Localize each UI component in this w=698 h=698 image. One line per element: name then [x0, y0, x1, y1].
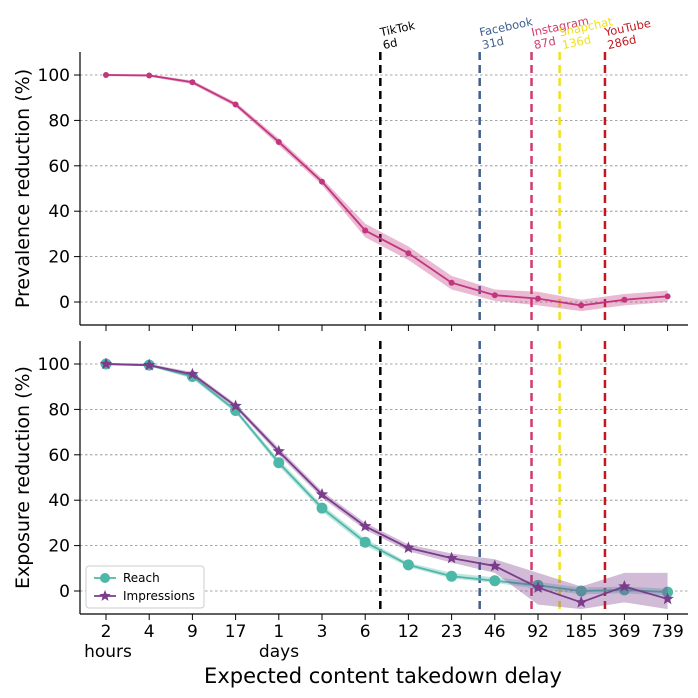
y-tick-label: 100 — [38, 66, 70, 86]
x-tick-label: 185 — [565, 622, 597, 642]
data-point — [445, 551, 458, 564]
y-tick-label: 40 — [48, 202, 70, 222]
data-point — [275, 138, 282, 145]
x-unit-label-hours: hours — [84, 642, 132, 662]
data-point — [489, 575, 501, 587]
x-tick-label: 1 — [273, 622, 284, 642]
data-point — [405, 250, 412, 257]
data-point — [273, 457, 285, 469]
confidence-band-prevalence — [106, 73, 668, 312]
data-point — [535, 295, 541, 302]
data-point — [448, 279, 455, 286]
data-point — [575, 595, 588, 608]
series-line-prevalence — [105, 74, 668, 307]
x-tick-label: 17 — [225, 622, 247, 642]
y-tick-label: 80 — [48, 111, 70, 131]
data-point — [146, 72, 153, 79]
data-point — [402, 541, 415, 554]
data-point — [575, 585, 587, 597]
legend-star-marker — [99, 590, 111, 601]
platform-name: TikTok — [378, 18, 417, 39]
x-tick-label: 369 — [608, 622, 640, 642]
data-point — [272, 444, 285, 457]
legend: Reach Impressions — [85, 565, 205, 609]
x-tick-label: 4 — [144, 622, 155, 642]
confidence-band-reach — [106, 362, 668, 596]
y-tick-label: 80 — [48, 400, 70, 420]
data-point — [362, 227, 369, 234]
x-tick-label: 739 — [651, 622, 683, 642]
data-point — [664, 293, 671, 300]
data-point — [488, 559, 501, 572]
prevalence-y-axis-title: Prevalence reduction (%) — [12, 69, 34, 308]
x-tick-label: 9 — [187, 622, 198, 642]
data-point — [662, 586, 674, 598]
platform-delay: 286d — [606, 32, 638, 52]
data-point — [531, 581, 545, 593]
data-point — [661, 592, 674, 605]
x-tick-label: 46 — [484, 622, 506, 642]
legend-circle-marker — [100, 573, 110, 583]
data-point — [189, 79, 196, 86]
x-tick-label: 3 — [317, 622, 328, 642]
y-tick-label: 40 — [48, 491, 70, 511]
data-point — [315, 488, 329, 500]
data-point — [232, 101, 239, 108]
data-point — [319, 178, 325, 185]
data-point — [186, 367, 199, 380]
platform-delay: 87d — [533, 34, 557, 52]
data-point — [491, 292, 498, 299]
y-tick-label: 20 — [48, 537, 70, 557]
confidence-band-impressions — [106, 362, 668, 610]
platform-name: Facebook — [478, 14, 534, 39]
data-point — [229, 399, 242, 412]
data-point — [103, 72, 109, 78]
data-point — [316, 502, 328, 514]
x-axis: 2 4 9 17 1 3 6 12 23 46 92 185 369 739 hours days — [84, 622, 684, 662]
platform-delay: 6d — [381, 35, 398, 52]
legend-label-reach: Reach — [123, 571, 160, 585]
y-tick-label: 0 — [59, 582, 70, 602]
y-tick-label: 20 — [48, 248, 70, 268]
data-point — [621, 296, 628, 303]
data-point — [578, 302, 585, 309]
data-point — [359, 519, 372, 532]
legend-label-impressions: Impressions — [123, 589, 195, 603]
x-tick-label: 6 — [360, 622, 371, 642]
data-point — [618, 579, 631, 592]
platform-delay: 31d — [481, 34, 505, 52]
y-tick-label: 60 — [48, 157, 70, 177]
data-point — [99, 357, 113, 370]
y-tick-label: 0 — [59, 293, 70, 313]
platform-delay: 136d — [561, 32, 593, 52]
y-tick-label: 60 — [48, 446, 70, 466]
exposure-y-axis-title: Exposure reduction (%) — [12, 366, 34, 589]
data-point — [143, 358, 156, 371]
x-tick-label: 12 — [398, 622, 420, 642]
y-tick-label: 100 — [38, 355, 70, 375]
x-unit-label-days: days — [259, 642, 299, 662]
data-point — [446, 570, 458, 582]
x-axis-title: Expected content takedown delay — [204, 664, 562, 688]
data-point — [402, 559, 414, 571]
series-line-impressions — [105, 363, 668, 604]
platform-labels: TikTok6dFacebook31dInstagram87dSnapchat1… — [378, 13, 652, 52]
data-point — [359, 536, 371, 548]
series-line-reach — [105, 363, 668, 594]
x-tick-label: 92 — [527, 622, 549, 642]
x-tick-label: 2 — [101, 622, 112, 642]
x-tick-label: 23 — [441, 622, 463, 642]
legend-box — [85, 565, 205, 609]
